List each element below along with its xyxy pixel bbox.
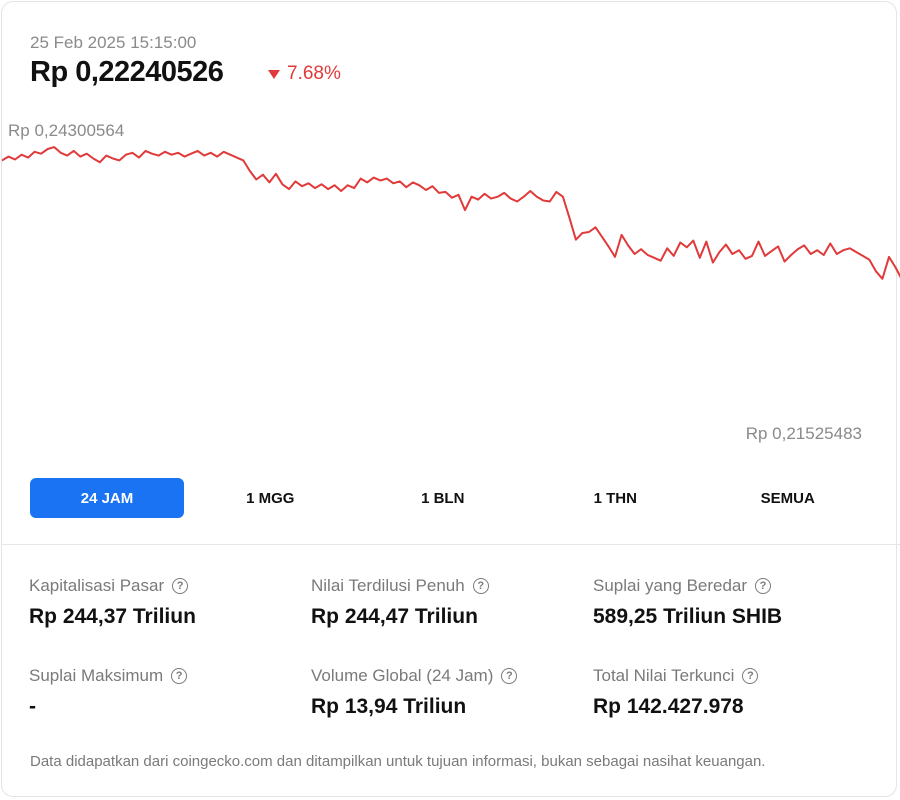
stat-value: Rp 142.427.978 xyxy=(593,695,744,718)
stat-value: - xyxy=(29,695,36,718)
stat-circulating-supply: Suplai yang Beredar? 589,25 Triliun SHIB xyxy=(593,576,782,629)
stat-max-supply: Suplai Maksimum? - xyxy=(29,666,188,719)
tab-24-jam[interactable]: 24 JAM xyxy=(30,478,184,518)
price-chart[interactable] xyxy=(2,132,900,432)
stat-global-volume: Volume Global (24 Jam)? Rp 13,94 Triliun xyxy=(311,666,518,719)
question-circle-icon[interactable]: ? xyxy=(172,578,189,594)
stat-label: Volume Global (24 Jam) xyxy=(311,666,494,685)
stat-value: 589,25 Triliun SHIB xyxy=(593,605,783,628)
stat-label: Suplai Maksimum xyxy=(29,666,164,685)
timestamp: 25 Feb 2025 15:15:00 xyxy=(30,33,197,52)
tab-semua[interactable]: SEMUA xyxy=(760,489,815,507)
question-circle-icon[interactable]: ? xyxy=(755,578,772,594)
stat-fully-diluted: Nilai Terdilusi Penuh? Rp 244,47 Triliun xyxy=(311,576,489,629)
divider xyxy=(2,544,900,545)
question-circle-icon[interactable]: ? xyxy=(501,668,518,684)
stat-market-cap: Kapitalisasi Pasar? Rp 244,37 Triliun xyxy=(29,576,196,629)
series-line xyxy=(2,146,900,280)
chart-high-label: Rp 0,24300564 xyxy=(8,121,125,140)
question-circle-icon[interactable]: ? xyxy=(472,578,489,594)
timeframe-tabs: 24 JAM 1 MGG 1 BLN 1 THN SEMUA xyxy=(30,478,874,518)
stat-value: Rp 244,37 Triliun xyxy=(29,605,196,628)
price-change: 7.68% xyxy=(268,63,341,85)
tab-1-mgg[interactable]: 1 MGG xyxy=(246,489,295,507)
price-change-value: 7.68% xyxy=(287,63,341,84)
question-circle-icon[interactable]: ? xyxy=(171,668,188,684)
tab-1-bln[interactable]: 1 BLN xyxy=(421,489,465,507)
stat-label: Suplai yang Beredar xyxy=(593,576,748,595)
stat-value: Rp 244,47 Triliun xyxy=(311,605,478,628)
tab-1-thn[interactable]: 1 THN xyxy=(593,489,637,507)
stat-label: Total Nilai Terkunci xyxy=(593,666,735,685)
triangle-down-icon xyxy=(268,69,280,79)
current-price: Rp 0,22240526 xyxy=(30,56,224,88)
stat-label: Kapitalisasi Pasar xyxy=(29,576,165,595)
question-circle-icon[interactable]: ? xyxy=(742,668,759,684)
stat-value: Rp 13,94 Triliun xyxy=(311,695,467,718)
stat-label: Nilai Terdilusi Penuh xyxy=(311,576,465,595)
stat-total-value-locked: Total Nilai Terkunci? Rp 142.427.978 xyxy=(593,666,759,719)
disclaimer: Data didapatkan dari coingecko.com dan d… xyxy=(30,753,766,770)
chart-low-label: Rp 0,21525483 xyxy=(745,424,862,443)
